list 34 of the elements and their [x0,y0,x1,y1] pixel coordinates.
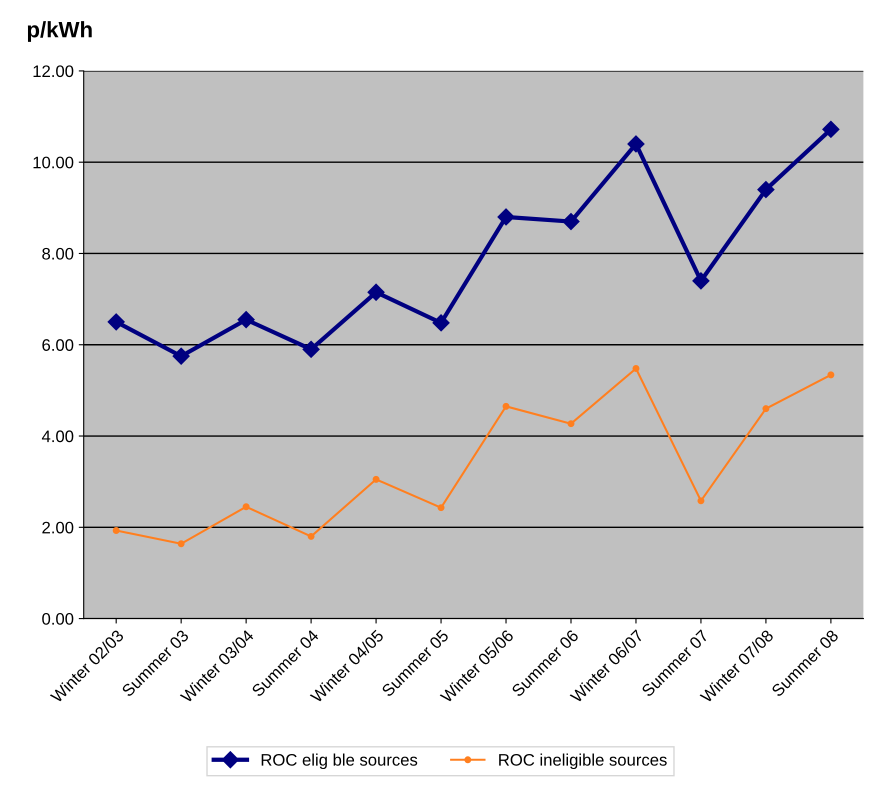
y-tick-label: 0.00 [42,612,74,625]
point [762,405,770,412]
point [112,527,120,534]
y-tick-label: 4.00 [42,430,74,442]
point [568,420,574,428]
point [238,311,255,328]
point [697,497,704,504]
point [302,340,320,358]
point [497,208,515,226]
point [692,272,710,290]
point [632,365,640,372]
point [438,504,445,512]
point [178,540,185,548]
point [172,348,190,365]
point [502,402,510,410]
y-tick-label: 6.00 [42,339,74,351]
y-tick-label: 10.00 [34,156,74,168]
y-tick-label: 12.00 [34,65,74,78]
y-axis-title: p/kWh [28,21,92,42]
point [562,212,580,230]
legend-label: ROC ineligible sources [499,754,667,770]
point [308,532,315,540]
point [627,135,645,152]
y-tick-label: 2.00 [42,522,74,534]
point [108,313,125,330]
point [242,503,250,510]
point [368,284,385,301]
point [827,371,834,378]
point [822,120,840,138]
point [372,476,380,483]
point [757,181,774,198]
legend-label: ROC elig ble sources [262,754,418,770]
y-tick-label: 8.00 [42,248,74,260]
point [432,314,450,332]
